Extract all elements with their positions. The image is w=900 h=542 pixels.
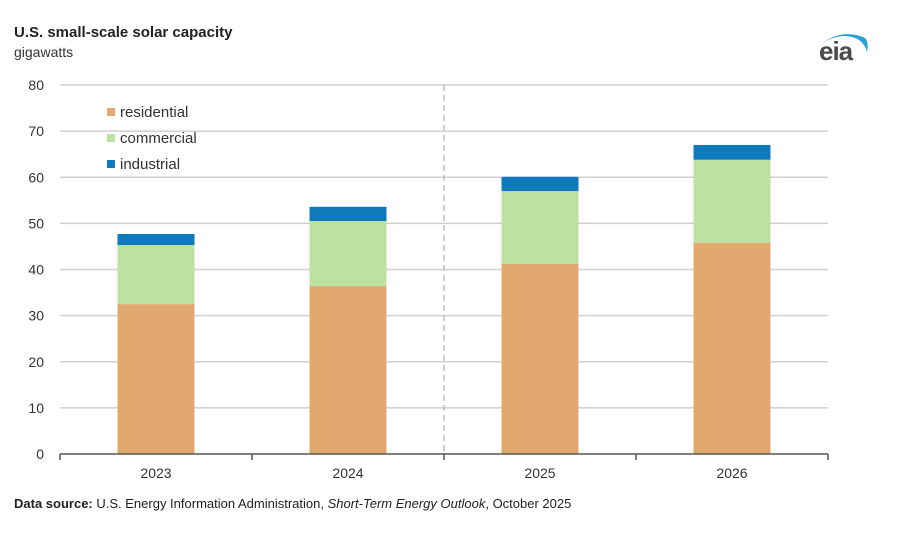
y-tick-label: 80 — [28, 77, 44, 93]
bar-commercial-2026 — [693, 159, 771, 243]
x-axis — [59, 453, 829, 460]
y-tick-label: 10 — [28, 400, 44, 416]
x-tick-label: 2025 — [524, 465, 555, 481]
y-tick-labels: 0 10 20 30 40 50 60 70 80 — [28, 77, 44, 462]
bar-commercial-2023 — [117, 245, 195, 305]
legend-swatch-industrial — [107, 160, 115, 168]
y-tick-label: 30 — [28, 308, 44, 324]
bar-residential-2026 — [693, 242, 771, 454]
logo-text: eia — [819, 36, 853, 66]
y-tick-label: 70 — [28, 123, 44, 139]
bar-commercial-2024 — [309, 221, 387, 287]
bar-commercial-2025 — [501, 191, 579, 264]
y-tick-label: 20 — [28, 354, 44, 370]
bar-residential-2023 — [117, 304, 195, 454]
bars — [117, 144, 771, 454]
legend-label-residential: residential — [120, 104, 188, 121]
bar-industrial-2025 — [501, 176, 579, 192]
legend-swatch-residential — [107, 108, 115, 116]
chart-title: U.S. small-scale solar capacity — [14, 24, 233, 41]
legend-swatch-commercial — [107, 134, 115, 142]
bar-industrial-2026 — [693, 144, 771, 160]
legend-label-commercial: commercial — [120, 130, 197, 147]
x-tick-label: 2026 — [716, 465, 747, 481]
bar-residential-2024 — [309, 286, 387, 454]
x-tick-labels: 2023 2024 2025 2026 — [140, 465, 747, 481]
source-report: Short-Term Energy Outlook — [327, 496, 486, 511]
source-date: , October 2025 — [485, 496, 572, 511]
bar-industrial-2023 — [117, 233, 195, 246]
bar-residential-2025 — [501, 263, 579, 454]
legend-label-industrial: industrial — [120, 156, 180, 173]
y-tick-label: 50 — [28, 215, 44, 231]
source-label: Data source: — [14, 496, 93, 511]
x-tick-label: 2023 — [140, 465, 171, 481]
data-source-note: Data source: U.S. Energy Information Adm… — [14, 496, 571, 511]
chart-subtitle: gigawatts — [14, 44, 74, 60]
x-tick-label: 2024 — [332, 465, 363, 481]
eia-logo: eia — [815, 30, 875, 70]
legend: residential commercial industrial — [107, 104, 197, 173]
bar-industrial-2024 — [309, 206, 387, 222]
y-tick-label: 0 — [36, 446, 44, 462]
source-org: U.S. Energy Information Administration, — [92, 496, 328, 511]
y-tick-label: 40 — [28, 262, 44, 278]
y-tick-label: 60 — [28, 169, 44, 185]
